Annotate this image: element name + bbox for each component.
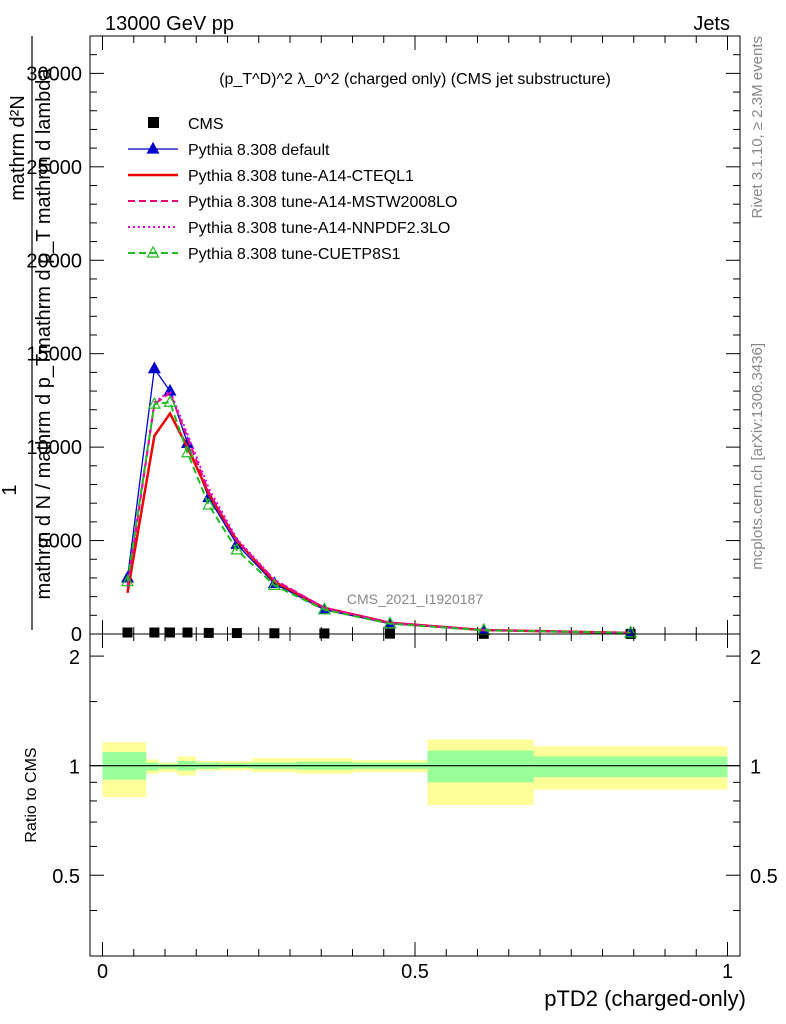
legend-label: Pythia 8.308 tune-CUETP8S1 xyxy=(188,246,401,263)
y-tick-label: 30000 xyxy=(26,63,82,85)
x-axis-label: pTD2 (charged-only) xyxy=(544,986,746,1011)
cms-data-point xyxy=(165,627,175,638)
series-marker xyxy=(317,602,331,615)
ratio-y-tick-label: 2 xyxy=(69,647,80,669)
cms-data-point xyxy=(122,627,133,638)
cms-data-point xyxy=(269,628,280,639)
y-tick-label: 5000 xyxy=(38,531,83,553)
series-marker xyxy=(147,396,161,409)
series-marker xyxy=(267,578,281,591)
ratio-inner-band xyxy=(533,756,728,778)
x-tick-label: 1 xyxy=(722,961,733,983)
series-marker xyxy=(147,361,161,374)
series-marker xyxy=(120,574,135,587)
y-tick-label: 10000 xyxy=(26,437,82,459)
ratio-inner-band xyxy=(158,764,178,769)
series-layer xyxy=(120,361,638,639)
legend: CMS Pythia 8.308 default Pythia 8.308 tune… xyxy=(128,116,457,263)
series-marker xyxy=(383,616,397,629)
series-marker xyxy=(202,497,216,510)
ratio-y-tick-label-right: 0.5 xyxy=(750,866,778,888)
ratio-frame xyxy=(89,633,741,957)
ratio-axis-ticks: 0.5 0.5 1 1 2 2 0 0.5 1 xyxy=(52,634,778,983)
main-y-tick-labels: 0 5000 10000 15000 20000 25000 30000 xyxy=(26,63,82,646)
series-marker xyxy=(624,625,638,638)
cms-data-point xyxy=(182,627,193,638)
y-tick-label: 0 xyxy=(71,624,82,646)
ratio-y-tick-label: 1 xyxy=(69,757,80,779)
mcplots-label: mcplots.cern.ch [arXiv:1306.3436] xyxy=(749,343,766,570)
y-axis-label-top: mathrm d²N xyxy=(7,95,29,201)
ratio-inner-band xyxy=(427,750,534,783)
legend-marker xyxy=(146,245,160,258)
cms-data-point xyxy=(231,628,242,639)
main-axis-ticks xyxy=(90,36,740,635)
legend-marker xyxy=(146,141,160,154)
y-tick-label: 20000 xyxy=(26,250,82,272)
header-left: 13000 GeV pp xyxy=(105,13,234,35)
ratio-bands xyxy=(90,739,740,805)
series-marker xyxy=(180,445,195,458)
ratio-y-tick-label: 0.5 xyxy=(52,866,80,888)
y-axis-label-bottom: mathrm d N / mathrm d p_Tmathrm d p_T ma… xyxy=(33,68,55,600)
x-tick-label: 0 xyxy=(97,961,108,983)
rivet-label: Rivet 3.1.10, ≥ 2.3M events xyxy=(749,36,766,219)
legend-label: CMS xyxy=(188,116,224,133)
cms-data-point xyxy=(149,627,160,638)
chart-title: (p_T^D)^2 λ_0^2 (charged only) (CMS jet … xyxy=(219,71,611,88)
series-marker xyxy=(163,395,177,407)
series-line xyxy=(126,389,631,634)
ratio-y-tick-label-right: 1 xyxy=(750,757,761,779)
series-marker xyxy=(230,542,244,555)
series-line xyxy=(126,401,631,634)
legend-marker xyxy=(148,117,159,128)
y-tick-label: 15000 xyxy=(26,344,82,366)
cms-data-point xyxy=(319,628,330,639)
ratio-inner-band xyxy=(146,762,159,771)
legend-label: Pythia 8.308 tune-A14-MSTW2008LO xyxy=(188,194,457,211)
legend-label: Pythia 8.308 tune-A14-NNPDF2.3LO xyxy=(188,220,450,237)
cms-data-point xyxy=(203,627,214,638)
legend-label: Pythia 8.308 tune-A14-CTEQL1 xyxy=(188,168,414,185)
ratio-y-axis-label: Ratio to CMS xyxy=(23,747,40,842)
x-tick-label: 0.5 xyxy=(401,961,429,983)
legend-label: Pythia 8.308 default xyxy=(188,142,330,159)
ratio-y-tick-label-right: 2 xyxy=(750,647,761,669)
analysis-watermark: CMS_2021_I1920187 xyxy=(347,591,483,607)
y-axis-label-one: 1 xyxy=(0,484,21,495)
header-right: Jets xyxy=(693,13,730,35)
y-tick-label: 25000 xyxy=(26,157,82,179)
